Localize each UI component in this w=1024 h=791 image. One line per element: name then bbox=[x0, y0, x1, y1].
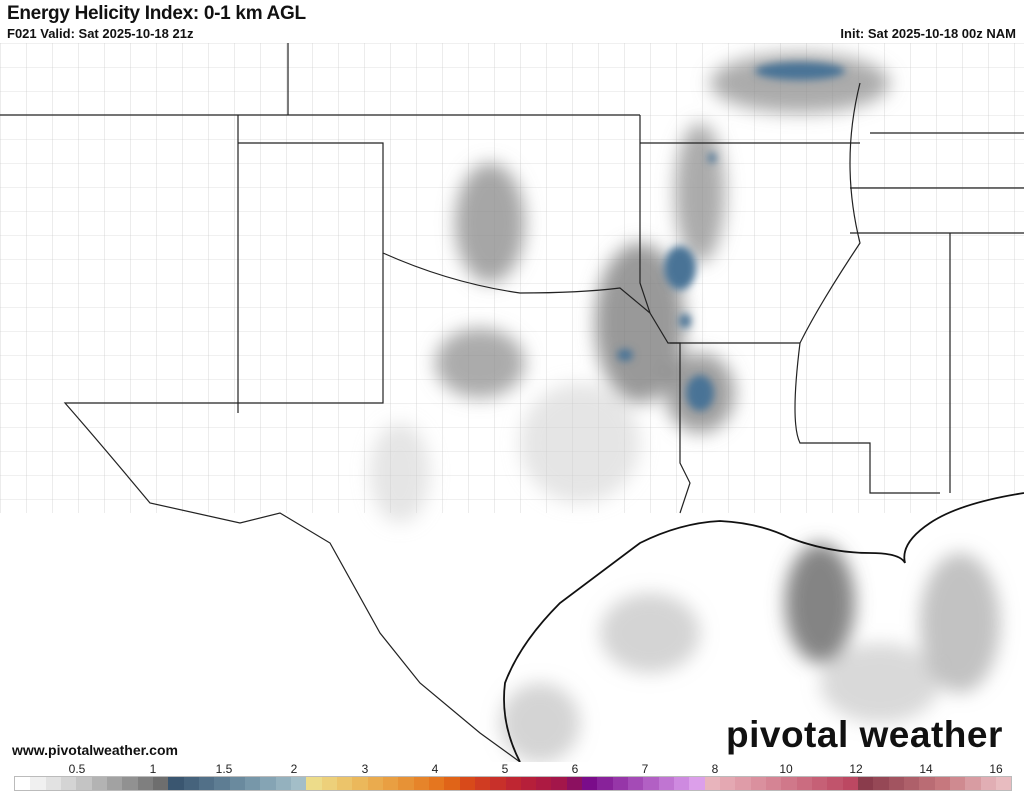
colorbar-swatch bbox=[76, 777, 92, 790]
colorbar-swatch bbox=[704, 777, 721, 790]
colorbar-tick: 7 bbox=[641, 762, 649, 776]
colorbar-swatch bbox=[674, 777, 690, 790]
colorbar-swatch bbox=[812, 777, 828, 790]
weather-map[interactable] bbox=[0, 43, 1024, 762]
colorbar-swatch bbox=[781, 777, 797, 790]
colorbar-swatch bbox=[122, 777, 138, 790]
ehi-high-values bbox=[617, 62, 845, 411]
colorbar-tick: 4 bbox=[431, 762, 439, 776]
brand-logo: pivotal weather bbox=[726, 714, 1003, 755]
init-time: Init: Sat 2025-10-18 00z NAM bbox=[840, 26, 1016, 41]
colorbar-swatch bbox=[229, 777, 245, 790]
colorbar-swatches bbox=[14, 776, 1012, 791]
colorbar-swatch bbox=[996, 777, 1012, 790]
colorbar-tick: 1 bbox=[149, 762, 157, 776]
colorbar-swatch bbox=[490, 777, 506, 790]
colorbar-swatch bbox=[214, 777, 230, 790]
colorbar-swatch bbox=[873, 777, 889, 790]
colorbar-swatch bbox=[275, 777, 291, 790]
colorbar-swatch bbox=[444, 777, 460, 790]
colorbar-swatch bbox=[137, 777, 153, 790]
colorbar: 0.5 1 1.5 2 3 4 5 6 7 8 10 12 14 16 bbox=[0, 762, 1024, 791]
colorbar-swatch bbox=[459, 777, 475, 790]
colorbar-swatch bbox=[934, 777, 951, 790]
colorbar-swatch bbox=[30, 777, 46, 790]
colorbar-swatch bbox=[582, 777, 598, 790]
colorbar-swatch bbox=[919, 777, 935, 790]
website-url[interactable]: www.pivotalweather.com bbox=[12, 742, 178, 758]
colorbar-swatch bbox=[352, 777, 368, 790]
colorbar-swatch bbox=[689, 777, 705, 790]
colorbar-swatch bbox=[766, 777, 782, 790]
colorbar-tick: 8 bbox=[711, 762, 719, 776]
colorbar-swatch bbox=[643, 777, 659, 790]
colorbar-tick: 10 bbox=[779, 762, 793, 776]
colorbar-swatch bbox=[904, 777, 920, 790]
colorbar-tick: 14 bbox=[919, 762, 933, 776]
colorbar-swatch bbox=[428, 777, 445, 790]
colorbar-swatch bbox=[612, 777, 629, 790]
state-borders bbox=[0, 43, 1024, 762]
ehi-shading bbox=[370, 53, 1000, 762]
colorbar-swatch bbox=[980, 777, 996, 790]
colorbar-swatch bbox=[474, 777, 491, 790]
colorbar-swatch bbox=[750, 777, 767, 790]
colorbar-swatch bbox=[658, 777, 675, 790]
colorbar-swatch bbox=[796, 777, 813, 790]
colorbar-swatch bbox=[244, 777, 261, 790]
colorbar-swatch bbox=[106, 777, 123, 790]
colorbar-swatch bbox=[367, 777, 383, 790]
colorbar-swatch bbox=[505, 777, 521, 790]
colorbar-swatch bbox=[888, 777, 905, 790]
colorbar-swatch bbox=[950, 777, 966, 790]
colorbar-swatch bbox=[720, 777, 736, 790]
colorbar-swatch bbox=[168, 777, 184, 790]
colorbar-swatch bbox=[60, 777, 77, 790]
colorbar-swatch bbox=[45, 777, 61, 790]
map-title: Energy Helicity Index: 0-1 km AGL bbox=[7, 3, 306, 24]
colorbar-swatch bbox=[628, 777, 644, 790]
colorbar-tick: 1.5 bbox=[215, 762, 233, 776]
colorbar-swatch bbox=[290, 777, 307, 790]
colorbar-swatch bbox=[551, 777, 567, 790]
colorbar-swatch bbox=[91, 777, 107, 790]
colorbar-swatch bbox=[183, 777, 199, 790]
colorbar-tick: 6 bbox=[571, 762, 579, 776]
colorbar-swatch bbox=[15, 777, 31, 790]
colorbar-swatch bbox=[260, 777, 276, 790]
colorbar-swatch bbox=[321, 777, 337, 790]
colorbar-swatch bbox=[413, 777, 429, 790]
colorbar-swatch bbox=[597, 777, 613, 790]
colorbar-swatch bbox=[520, 777, 537, 790]
colorbar-swatch bbox=[842, 777, 859, 790]
valid-time: F021 Valid: Sat 2025-10-18 21z bbox=[7, 26, 194, 41]
colorbar-swatch bbox=[306, 777, 322, 790]
colorbar-swatch bbox=[735, 777, 751, 790]
colorbar-swatch bbox=[827, 777, 843, 790]
colorbar-swatch bbox=[965, 777, 981, 790]
colorbar-swatch bbox=[336, 777, 353, 790]
colorbar-tick: 0.5 bbox=[68, 762, 86, 776]
colorbar-swatch bbox=[198, 777, 215, 790]
colorbar-swatch bbox=[566, 777, 583, 790]
colorbar-swatch bbox=[536, 777, 552, 790]
colorbar-tick: 2 bbox=[290, 762, 298, 776]
colorbar-tick: 3 bbox=[361, 762, 369, 776]
colorbar-swatch bbox=[858, 777, 874, 790]
colorbar-tick: 12 bbox=[849, 762, 863, 776]
colorbar-swatch bbox=[382, 777, 399, 790]
colorbar-swatch bbox=[152, 777, 169, 790]
colorbar-tick: 16 bbox=[989, 762, 1003, 776]
gulf-coastline bbox=[503, 492, 1024, 762]
colorbar-swatch bbox=[398, 777, 414, 790]
colorbar-tick: 5 bbox=[501, 762, 509, 776]
